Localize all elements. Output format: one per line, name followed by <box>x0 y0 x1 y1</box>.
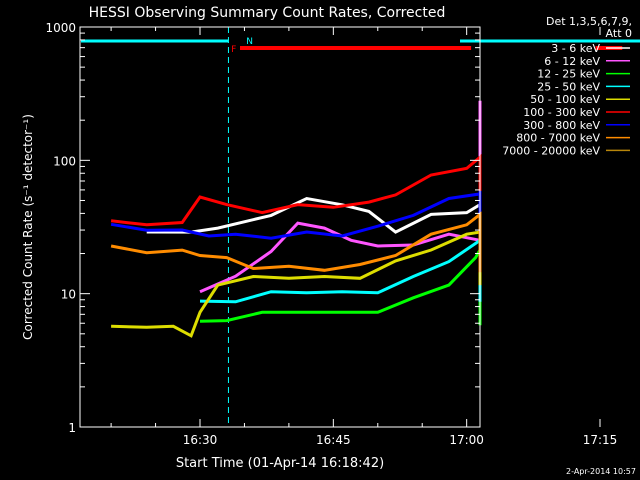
x-tick-label-3: 17:15 <box>583 433 618 447</box>
legend-header-line-1: Det 1,3,5,6,7,9, <box>546 15 632 28</box>
legend-label-8: 7000 - 20000 keV <box>502 144 600 157</box>
legend-header-line-2: Att 0 <box>606 27 632 40</box>
flag-N-label: N <box>246 37 253 47</box>
x-tick-label-0: 16:30 <box>183 433 218 447</box>
y-tick-label-3: 1000 <box>45 21 76 35</box>
x-tick-label-1: 16:45 <box>316 433 351 447</box>
y-axis: 1 10 100 1000 <box>45 21 480 435</box>
legend-label-0: 3 - 6 keV <box>551 42 600 55</box>
y-tick-label-2: 100 <box>53 154 76 168</box>
legend-label-7: 800 - 7000 keV <box>516 132 600 145</box>
flag-F-label: F <box>231 45 236 55</box>
legend-label-1: 6 - 12 keV <box>544 55 600 68</box>
plot-frame <box>79 26 481 428</box>
legend-label-6: 300 - 800 keV <box>523 119 600 132</box>
y-tick-label-1: 10 <box>61 288 76 302</box>
y-tick-label-0: 1 <box>68 421 76 435</box>
legend-label-5: 100 - 300 keV <box>523 106 600 119</box>
legend-label-3: 25 - 50 keV <box>537 80 600 93</box>
chart-title: HESSI Observing Summary Count Rates, Cor… <box>89 5 446 21</box>
footer-timestamp: 2-Apr-2014 10:57 <box>566 467 636 476</box>
y-axis-label: Corrected Count Rate (s⁻¹ detector⁻¹) <box>21 114 35 340</box>
x-axis-label: Start Time (01-Apr-14 16:18:42) <box>176 456 384 471</box>
legend-label-2: 12 - 25 keV <box>537 68 600 81</box>
legend-label-4: 50 - 100 keV <box>530 93 600 106</box>
x-tick-label-2: 17:00 <box>449 433 484 447</box>
